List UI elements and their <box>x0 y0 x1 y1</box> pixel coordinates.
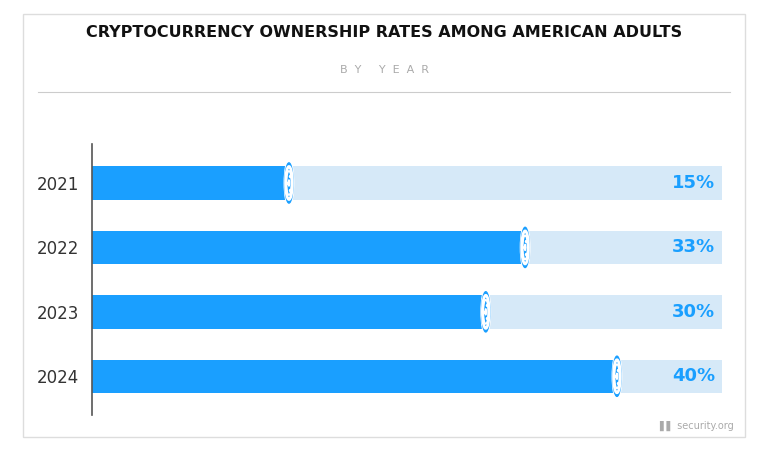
Circle shape <box>285 163 293 203</box>
Bar <box>92 359 617 393</box>
Circle shape <box>482 292 490 332</box>
Text: 33%: 33% <box>672 239 715 257</box>
Circle shape <box>485 309 486 315</box>
Text: CRYPTOCURRENCY OWNERSHIP RATES AMONG AMERICAN ADULTS: CRYPTOCURRENCY OWNERSHIP RATES AMONG AME… <box>86 25 682 40</box>
Circle shape <box>481 289 491 335</box>
Bar <box>92 230 722 264</box>
Circle shape <box>284 160 293 206</box>
Text: ▌▌ security.org: ▌▌ security.org <box>659 420 733 431</box>
Circle shape <box>525 244 526 250</box>
Bar <box>92 359 722 393</box>
Text: B  Y     Y  E  A  R: B Y Y E A R <box>339 65 429 75</box>
Bar <box>92 295 485 329</box>
Text: 15%: 15% <box>672 174 715 192</box>
Bar <box>92 295 722 329</box>
Circle shape <box>613 356 621 396</box>
Circle shape <box>521 227 529 267</box>
Circle shape <box>612 353 621 400</box>
Circle shape <box>288 180 290 186</box>
Circle shape <box>521 224 530 271</box>
Bar <box>92 230 525 264</box>
Bar <box>92 166 289 200</box>
Text: 30%: 30% <box>672 303 715 321</box>
Text: 40%: 40% <box>672 367 715 385</box>
Bar <box>92 166 722 200</box>
